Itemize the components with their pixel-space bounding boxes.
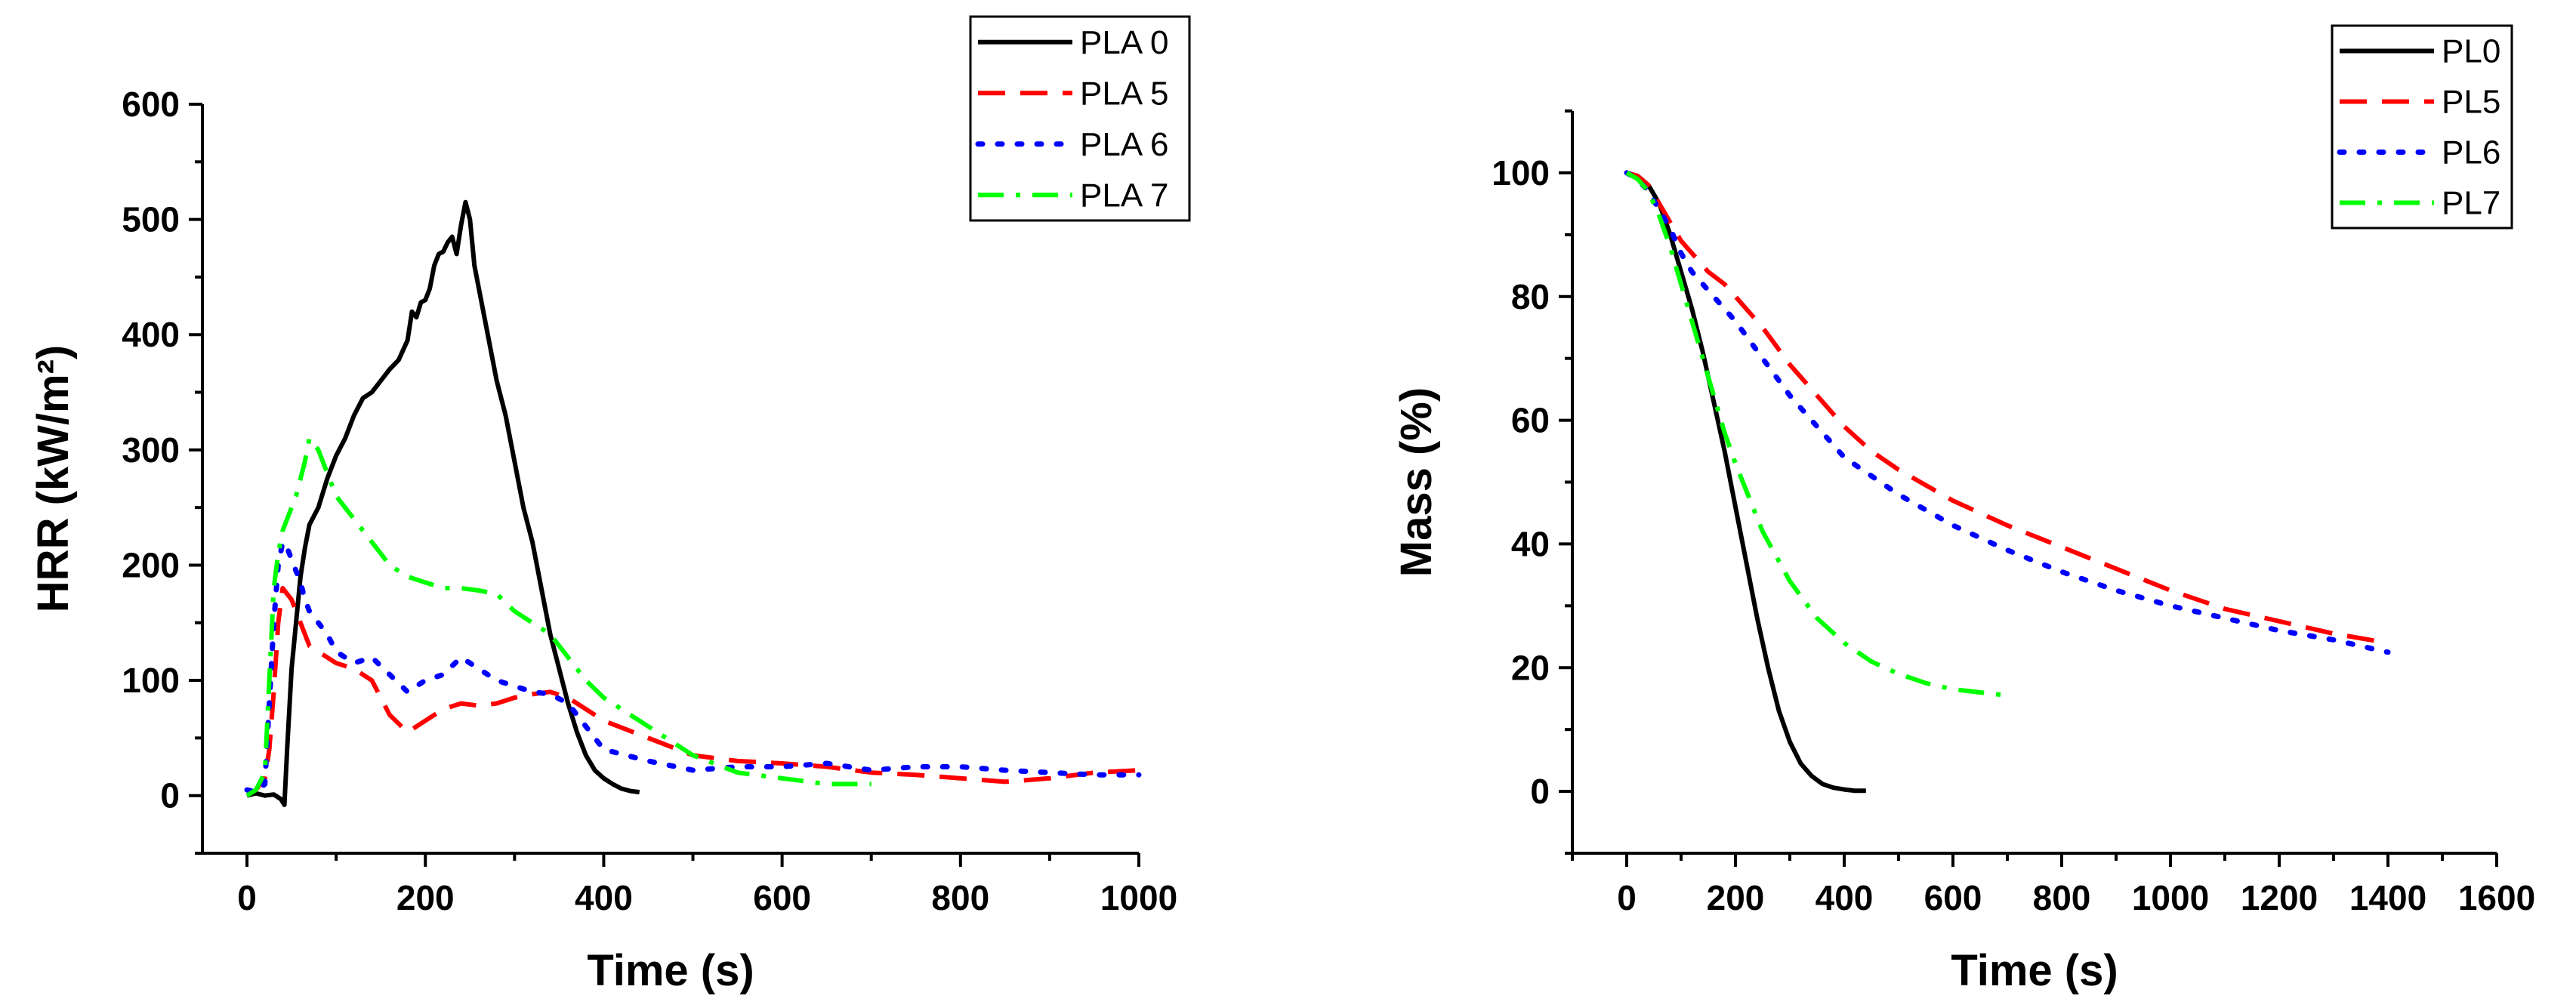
legend-label: PL6 — [2442, 134, 2500, 171]
legend-label: PL5 — [2442, 84, 2500, 121]
series-line-pla-6 — [244, 539, 1142, 795]
y-tick-label: 40 — [1511, 524, 1550, 563]
x-tick-label: 1400 — [2349, 878, 2426, 917]
series-line-pl6 — [1624, 170, 2391, 655]
y-axis-title: Mass (%) — [1392, 387, 1441, 577]
x-tick-label: 600 — [1924, 878, 1982, 917]
legend-label: PL7 — [2442, 185, 2500, 222]
y-axis-title: HRR (kW/m²) — [29, 345, 78, 612]
legend-label: PLA 5 — [1080, 75, 1168, 112]
x-tick-label: 600 — [753, 878, 811, 917]
y-tick-label: 600 — [122, 85, 180, 124]
x-tick-label: 400 — [575, 878, 633, 917]
y-tick-label: 0 — [160, 776, 180, 815]
x-tick-label: 1200 — [2241, 878, 2318, 917]
series-line-pl7 — [1625, 171, 2008, 698]
y-tick-label: 200 — [122, 545, 180, 584]
x-tick-label: 1600 — [2458, 878, 2535, 917]
y-tick-label: 0 — [1530, 772, 1550, 811]
y-tick-label: 300 — [122, 430, 180, 470]
legend-label: PLA 6 — [1080, 126, 1168, 163]
x-tick-label: 1000 — [1100, 878, 1177, 917]
series-line-pla-7 — [245, 436, 872, 798]
y-tick-label: 100 — [1492, 153, 1550, 193]
x-axis-title: Time (s) — [587, 946, 754, 995]
y-tick-label: 80 — [1511, 277, 1550, 316]
x-tick-label: 800 — [931, 878, 989, 917]
x-tick-label: 0 — [237, 878, 257, 917]
x-tick-label: 800 — [2033, 878, 2091, 917]
series-line-pla-0 — [246, 199, 640, 807]
legend-label: PLA 0 — [1080, 24, 1168, 61]
series-line-pl0 — [1626, 171, 1866, 794]
y-tick-label: 100 — [122, 661, 180, 700]
legend-label: PL0 — [2442, 33, 2500, 70]
x-tick-label: 400 — [1816, 878, 1874, 917]
y-tick-label: 500 — [122, 200, 180, 239]
x-tick-label: 200 — [1707, 878, 1765, 917]
legend: PLA 0 PLA 5 PLA 6 PLA 7 — [969, 15, 1191, 222]
legend-box — [2331, 24, 2513, 230]
x-tick-label: 200 — [396, 878, 455, 917]
series-line-pl5 — [1626, 171, 2389, 646]
y-tick-label: 60 — [1511, 401, 1550, 440]
hrr-chart: 0 200 400 600 800 1000 0 100 200 300 400 500 600 Time… — [29, 15, 1191, 995]
legend-box — [969, 15, 1191, 222]
y-tick-label: 20 — [1511, 648, 1550, 687]
x-axis-title: Time (s) — [1951, 946, 2118, 995]
legend: PL0 PL5 PL6 PL7 — [2331, 24, 2513, 230]
mass-chart: 0 200 400 600 800 1000 1200 1400 1600 0 20 40 60 80 10… — [1392, 24, 2535, 995]
y-tick-label: 400 — [122, 315, 180, 354]
legend-label: PLA 7 — [1080, 177, 1168, 214]
series-line-pla-5 — [245, 586, 1140, 798]
x-tick-label: 0 — [1617, 878, 1637, 917]
x-tick-label: 1000 — [2132, 878, 2209, 917]
